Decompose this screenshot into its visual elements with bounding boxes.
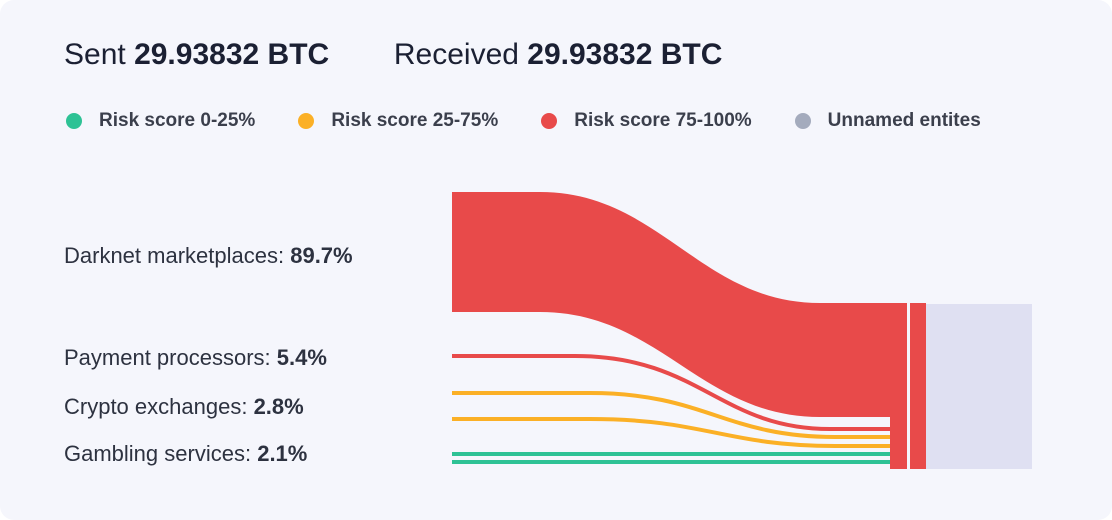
legend-item-high-risk: Risk score 75-100% — [541, 110, 752, 132]
legend: Risk score 0-25% Risk score 25-75% Risk … — [66, 110, 1024, 132]
flow-darknet — [452, 192, 890, 417]
legend-dot-low-risk — [66, 113, 82, 129]
category-name-gambling: Gambling services: — [64, 441, 252, 466]
received-value: 29.93832 BTC — [527, 38, 723, 71]
legend-dot-high-risk — [541, 113, 558, 129]
legend-dot-unnamed — [794, 113, 811, 129]
target-node-receiver — [890, 303, 907, 469]
category-label-darknet: Darknet marketplaces: 89.7% — [64, 243, 353, 269]
unnamed-entities-block — [926, 304, 1032, 469]
target-node-risk — [910, 303, 926, 469]
legend-item-medium-risk: Risk score 25-75% — [298, 110, 498, 132]
received-label: Received — [393, 38, 519, 71]
category-name-payment: Payment processors: — [64, 345, 271, 370]
legend-label-medium-risk: Risk score 25-75% — [331, 110, 499, 131]
category-name-darknet: Darknet marketplaces: — [64, 243, 285, 268]
flow-crypto-exchanges-1 — [452, 391, 890, 439]
legend-label-high-risk: Risk score 75-100% — [574, 110, 752, 131]
category-label-payment: Payment processors: 5.4% — [64, 345, 327, 371]
category-value-gambling: 2.1% — [257, 441, 308, 466]
legend-label-unnamed: Unnamed entites — [827, 110, 981, 131]
legend-item-unnamed: Unnamed entites — [794, 110, 981, 132]
legend-label-low-risk: Risk score 0-25% — [99, 110, 256, 131]
category-value-payment: 5.4% — [276, 345, 327, 370]
totals-summary: Sent 29.93832 BTC Received 29.93832 BTC — [64, 38, 722, 72]
category-label-crypto: Crypto exchanges: 2.8% — [64, 394, 304, 420]
category-value-darknet: 89.7% — [290, 243, 353, 268]
flow-crypto-exchanges-2 — [452, 417, 890, 448]
category-name-crypto: Crypto exchanges: — [64, 394, 248, 419]
sent-label: Sent — [64, 38, 126, 71]
flow-payment-processors — [452, 354, 890, 431]
sent-value: 29.93832 BTC — [134, 38, 330, 71]
legend-dot-medium-risk — [298, 113, 315, 129]
category-label-gambling: Gambling services: 2.1% — [64, 441, 307, 467]
category-value-crypto: 2.8% — [253, 394, 304, 419]
legend-item-low-risk: Risk score 0-25% — [66, 110, 255, 132]
